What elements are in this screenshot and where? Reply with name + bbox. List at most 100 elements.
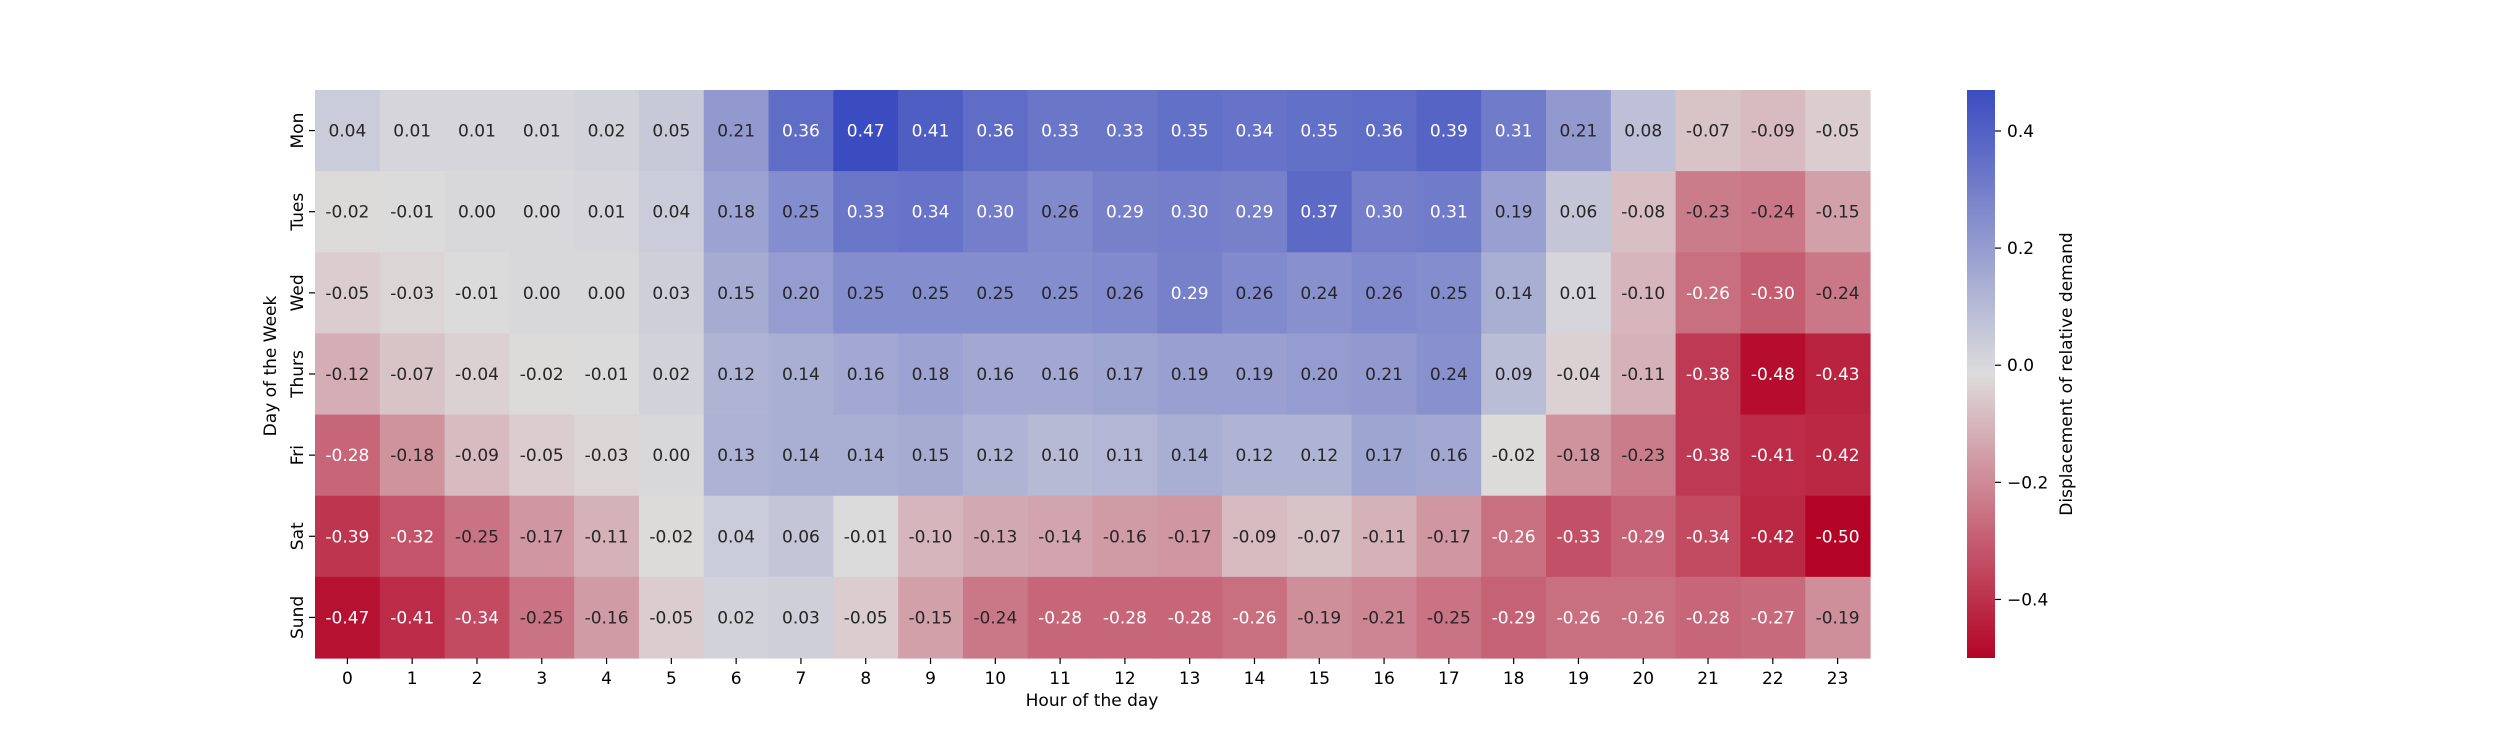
cell-value-label: -0.04 xyxy=(455,365,499,385)
cell-value-label: -0.19 xyxy=(1297,608,1341,628)
heatmap-cell xyxy=(1027,333,1094,416)
heatmap-cell xyxy=(703,333,770,416)
cell-value-label: 0.00 xyxy=(588,284,626,304)
y-axis-label: Day of the Week xyxy=(261,296,281,437)
cell-value-label: 0.47 xyxy=(847,122,885,142)
y-tick-label: Sund xyxy=(288,596,308,639)
heatmap-cell xyxy=(1157,90,1223,172)
heatmap-cell xyxy=(1610,495,1677,578)
cell-value-label: 0.17 xyxy=(1106,365,1144,385)
heatmap-cell xyxy=(833,171,899,253)
x-tick-label: 12 xyxy=(1114,669,1136,689)
cell-value-label: 0.12 xyxy=(1236,446,1274,466)
cell-value-label: 0.25 xyxy=(847,284,885,304)
heatmap-cell xyxy=(574,333,640,416)
cell-value-label: -0.01 xyxy=(844,527,888,547)
cell-value-label: -0.07 xyxy=(1686,122,1730,142)
cell-value-label: 0.03 xyxy=(782,608,820,628)
y-tick-label: Mon xyxy=(288,113,308,149)
heatmap-cell xyxy=(315,171,381,253)
cell-value-label: -0.26 xyxy=(1686,284,1730,304)
cell-value-label: -0.01 xyxy=(455,284,499,304)
cell-value-label: 0.26 xyxy=(1236,284,1274,304)
cell-value-label: 0.01 xyxy=(1560,284,1598,304)
cell-value-label: -0.10 xyxy=(909,527,953,547)
heatmap-cell xyxy=(1481,495,1547,578)
cell-value-label: -0.23 xyxy=(1621,446,1665,466)
cell-value-label: 0.01 xyxy=(393,122,431,142)
heatmap-cell xyxy=(1805,576,1871,659)
heatmap-cell xyxy=(1222,171,1288,253)
heatmap-cell xyxy=(1222,333,1288,416)
heatmap-cell xyxy=(315,333,381,416)
cell-value-label: -0.50 xyxy=(1816,527,1860,547)
heatmap-cell xyxy=(833,495,899,578)
heatmap-cell xyxy=(444,90,510,172)
heatmap-cell xyxy=(1546,90,1612,172)
heatmap-cell xyxy=(833,333,899,416)
cell-value-label: 0.15 xyxy=(912,446,950,466)
heatmap-cell xyxy=(1805,333,1871,416)
cell-value-label: -0.09 xyxy=(1751,122,1795,142)
cell-value-label: -0.07 xyxy=(1297,527,1341,547)
cell-value-label: 0.16 xyxy=(1041,365,1079,385)
cell-value-label: -0.47 xyxy=(325,608,369,628)
heatmap-cell xyxy=(1027,414,1094,497)
cell-value-label: -0.04 xyxy=(1556,365,1600,385)
cell-value-label: -0.18 xyxy=(390,446,434,466)
heatmap-cell xyxy=(509,90,575,172)
cell-value-label: -0.39 xyxy=(325,527,369,547)
heatmap-cell xyxy=(638,333,705,416)
heatmap-cell xyxy=(1805,252,1871,335)
cell-value-label: -0.25 xyxy=(520,608,564,628)
x-tick-label: 13 xyxy=(1179,669,1201,689)
heatmap-cell xyxy=(574,414,640,497)
heatmap-cell xyxy=(1675,495,1742,578)
cell-value-label: 0.06 xyxy=(1560,203,1598,223)
cell-value-label: -0.16 xyxy=(585,608,629,628)
cell-value-label: -0.25 xyxy=(1427,608,1471,628)
heatmap-cell xyxy=(1416,333,1482,416)
heatmap-cell xyxy=(1805,171,1871,253)
heatmap-cell xyxy=(898,495,964,578)
cell-value-label: 0.25 xyxy=(782,203,820,223)
x-tick-label: 7 xyxy=(796,669,807,689)
colorbar-gradient xyxy=(1967,90,1995,658)
heatmap-cell xyxy=(1351,414,1418,497)
heatmap-cell xyxy=(444,495,510,578)
heatmap-cell xyxy=(1805,90,1871,172)
heatmap-cell xyxy=(962,576,1029,659)
heatmap-cell xyxy=(833,90,899,172)
heatmap-cell xyxy=(962,90,1029,172)
x-axis-label: Hour of the day xyxy=(1026,691,1159,711)
cell-value-label: 0.25 xyxy=(912,284,950,304)
heatmap-cell xyxy=(1092,90,1158,172)
cell-value-label: 0.16 xyxy=(847,365,885,385)
cell-value-label: -0.48 xyxy=(1751,365,1795,385)
heatmap-cell xyxy=(638,252,705,335)
cell-value-label: 0.06 xyxy=(782,527,820,547)
cell-value-label: 0.12 xyxy=(1300,446,1338,466)
cell-value-label: 0.00 xyxy=(458,203,496,223)
heatmap-cell xyxy=(1675,252,1742,335)
cell-value-label: -0.21 xyxy=(1362,608,1406,628)
cell-value-label: -0.26 xyxy=(1492,527,1536,547)
cell-value-label: -0.12 xyxy=(325,365,369,385)
heatmap-cell xyxy=(1740,333,1806,416)
colorbar-tick-label: 0.2 xyxy=(2007,239,2034,259)
cell-value-label: 0.05 xyxy=(652,122,690,142)
heatmap-cell xyxy=(1740,252,1806,335)
cell-value-label: -0.17 xyxy=(520,527,564,547)
heatmap-cell xyxy=(1546,414,1612,497)
cell-value-label: 0.26 xyxy=(1365,284,1403,304)
cell-value-label: -0.01 xyxy=(585,365,629,385)
cell-value-label: 0.02 xyxy=(717,608,755,628)
heatmap-cell xyxy=(1546,171,1612,253)
cell-value-label: -0.05 xyxy=(520,446,564,466)
cell-value-label: -0.17 xyxy=(1168,527,1212,547)
cell-value-label: 0.36 xyxy=(1365,122,1403,142)
cell-value-label: 0.34 xyxy=(1236,122,1274,142)
x-tick-label: 20 xyxy=(1632,669,1654,689)
heatmap-cell xyxy=(703,171,770,253)
cell-value-label: -0.41 xyxy=(1751,446,1795,466)
